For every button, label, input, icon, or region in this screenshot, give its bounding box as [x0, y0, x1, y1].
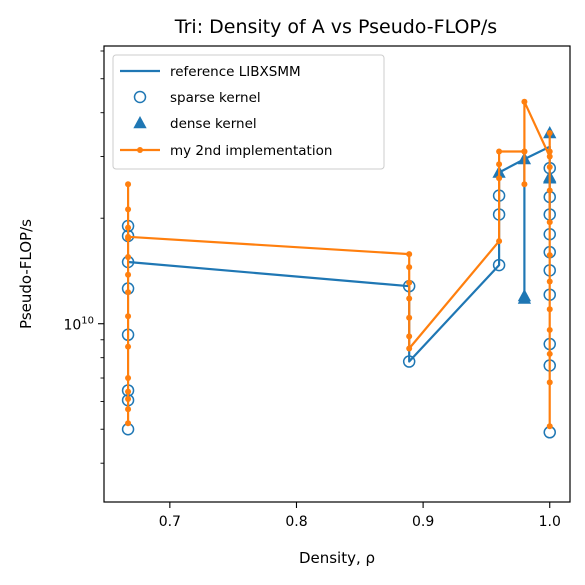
- impl-marker-15: [406, 251, 413, 258]
- impl-marker-22: [496, 238, 503, 245]
- impl-marker-4: [125, 375, 132, 382]
- impl-marker-32: [546, 148, 553, 155]
- impl-marker-29: [521, 98, 528, 105]
- impl-marker-5: [125, 343, 132, 350]
- impl-marker-39: [546, 326, 553, 333]
- impl-marker-23: [496, 175, 503, 182]
- legend-label-0: reference LIBXSMM: [170, 64, 301, 80]
- impl-marker-24: [496, 161, 503, 168]
- impl-marker-0: [125, 420, 132, 427]
- y-tick-label-0: 1010: [63, 316, 94, 334]
- impl-marker-38: [546, 306, 553, 313]
- plot-area: [121, 98, 557, 439]
- legend-label-3: my 2nd implementation: [170, 143, 332, 159]
- impl-marker-30: [546, 153, 553, 160]
- impl-marker-16: [406, 264, 413, 271]
- x-tick-label-3: 1.0: [539, 514, 561, 530]
- x-axis-label: Density, ρ: [299, 549, 375, 567]
- impl-marker-11: [125, 224, 132, 231]
- x-tick-label-2: 0.9: [412, 514, 434, 530]
- x-tick-label-0: 0.7: [159, 514, 181, 530]
- dense-marker-2: [517, 288, 532, 302]
- legend-label-2: dense kernel: [170, 116, 257, 132]
- impl-marker-12: [125, 206, 132, 213]
- impl-marker-21: [406, 345, 413, 352]
- impl-marker-17: [406, 279, 413, 286]
- impl-marker-36: [546, 252, 553, 259]
- x-tick-label-1: 0.8: [285, 514, 307, 530]
- impl-marker-34: [546, 187, 553, 194]
- impl-marker-14: [125, 233, 132, 240]
- impl-marker-20: [406, 333, 413, 340]
- impl-marker-19: [406, 314, 413, 321]
- impl-marker-35: [546, 219, 553, 226]
- sparse-marker-8: [402, 355, 416, 368]
- impl-marker-9: [125, 254, 132, 261]
- impl-marker-27: [521, 181, 528, 188]
- impl-marker-1: [125, 406, 132, 413]
- impl-marker-7: [125, 289, 132, 296]
- impl-marker-37: [546, 278, 553, 285]
- impl-marker-41: [546, 379, 553, 386]
- impl-marker-18: [406, 295, 413, 302]
- impl-marker-25: [496, 148, 503, 155]
- impl-marker-33: [546, 164, 553, 171]
- impl-marker-42: [546, 423, 553, 430]
- impl-marker-31: [546, 130, 553, 137]
- legend-label-1: sparse kernel: [170, 90, 261, 106]
- legend: reference LIBXSMM sparse kernel dense kern…: [112, 54, 385, 170]
- legend-marker-1: [133, 90, 147, 104]
- impl-marker-13: [125, 181, 132, 188]
- legend-marker-3: [137, 147, 143, 153]
- impl-marker-3: [125, 388, 132, 395]
- axes-frame: [103, 45, 571, 503]
- sparse-marker-10: [492, 258, 506, 272]
- chart-title: Tri: Density of A vs Pseudo-FLOP/s: [174, 16, 497, 38]
- y-axis-label: Pseudo-FLOP/s: [17, 219, 35, 329]
- impl-marker-2: [125, 395, 132, 402]
- legend-box: [112, 54, 385, 170]
- impl-marker-40: [546, 350, 553, 357]
- impl-marker-6: [125, 313, 132, 320]
- impl-marker-28: [521, 148, 528, 155]
- impl-marker-8: [125, 271, 132, 278]
- axes: 0.7 0.8 0.9 1.0 1010: [63, 50, 561, 530]
- legend-marker-2: [133, 116, 147, 129]
